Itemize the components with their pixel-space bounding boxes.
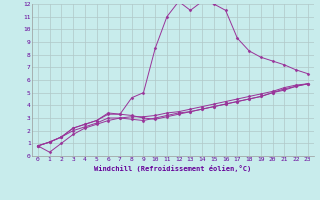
X-axis label: Windchill (Refroidissement éolien,°C): Windchill (Refroidissement éolien,°C) (94, 165, 252, 172)
